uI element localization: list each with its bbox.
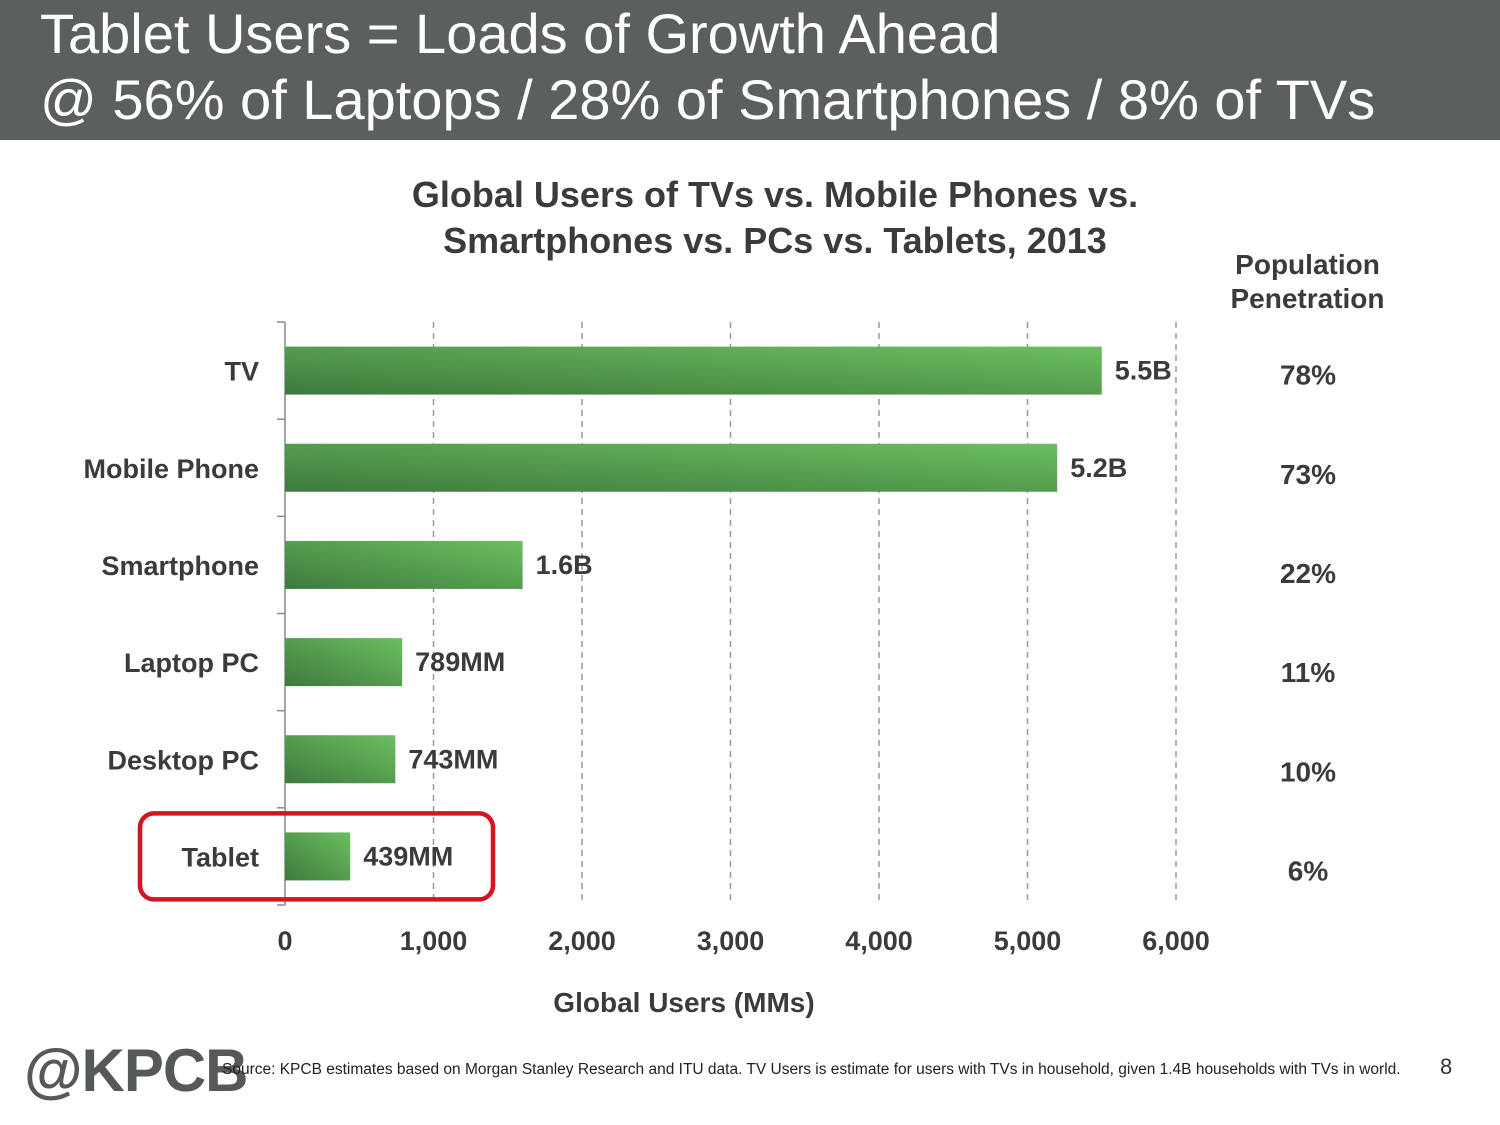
bar <box>285 443 1058 492</box>
x-tick-label: 2,000 <box>548 926 616 956</box>
chart-title-line-1: Global Users of TVs vs. Mobile Phones vs… <box>411 174 1139 215</box>
category-label: Laptop PC <box>124 648 259 678</box>
category-label: TV <box>224 357 259 387</box>
penetration-value: 73% <box>1280 459 1336 490</box>
bar <box>285 735 396 784</box>
penetration-header: Population Penetration <box>1200 248 1415 316</box>
x-tick-label: 5,000 <box>994 926 1062 956</box>
kpcb-logo: @KPCB <box>24 1037 249 1104</box>
x-tick-label: 6,000 <box>1142 926 1210 956</box>
chart-title: Global Users of TVs vs. Mobile Phones vs… <box>330 172 1220 264</box>
category-label: Tablet <box>181 842 259 872</box>
bar <box>285 540 523 589</box>
data-label: 1.6B <box>536 550 593 580</box>
bars <box>285 346 1102 881</box>
bar <box>285 346 1102 395</box>
data-label: 439MM <box>363 841 453 871</box>
bar <box>285 832 351 881</box>
labels: TV 5.5B 78% Mobile Phone 5.2B 73% Smartphone 1.… <box>84 356 1336 902</box>
penetration-value: 78% <box>1280 360 1336 391</box>
axes: 0 1,000 2,000 3,000 4,000 5,000 6,000 Global Us… <box>277 321 1210 1018</box>
penetration-header-line-2: Penetration <box>1230 283 1385 314</box>
data-label: 743MM <box>408 744 498 774</box>
x-tick-label: 4,000 <box>845 926 913 956</box>
page-number: 8 <box>1440 1054 1453 1079</box>
data-label: 789MM <box>415 647 505 677</box>
category-label: Mobile Phone <box>84 454 260 484</box>
category-label: Smartphone <box>101 551 259 581</box>
grid-lines <box>432 322 1177 905</box>
chart-title-line-2: Smartphones vs. PCs vs. Tablets, 2013 <box>443 220 1107 261</box>
penetration-header-line-1: Population <box>1235 249 1380 280</box>
slide-title: Tablet Users = Loads of Growth Ahead <box>40 2 1001 65</box>
penetration-value: 11% <box>1281 657 1336 688</box>
bar <box>285 638 403 687</box>
penetration-value: 6% <box>1288 855 1329 886</box>
x-tick-label: 1,000 <box>400 926 468 956</box>
category-label: Desktop PC <box>107 745 259 775</box>
slide-header: Tablet Users = Loads of Growth Ahead @ 5… <box>0 0 1500 140</box>
penetration-value: 10% <box>1280 756 1336 787</box>
x-tick-label: 3,000 <box>697 926 765 956</box>
penetration-value: 22% <box>1280 558 1336 589</box>
data-label: 5.2B <box>1070 453 1127 483</box>
x-tick-label: 0 <box>277 926 292 956</box>
x-axis-title: Global Users (MMs) <box>553 987 814 1018</box>
source-note: Source: KPCB estimates based on Morgan S… <box>222 1061 1401 1078</box>
slide-subtitle: @ 56% of Laptops / 28% of Smartphones / … <box>40 68 1376 131</box>
data-label: 5.5B <box>1115 356 1172 386</box>
highlight-box <box>137 811 496 902</box>
